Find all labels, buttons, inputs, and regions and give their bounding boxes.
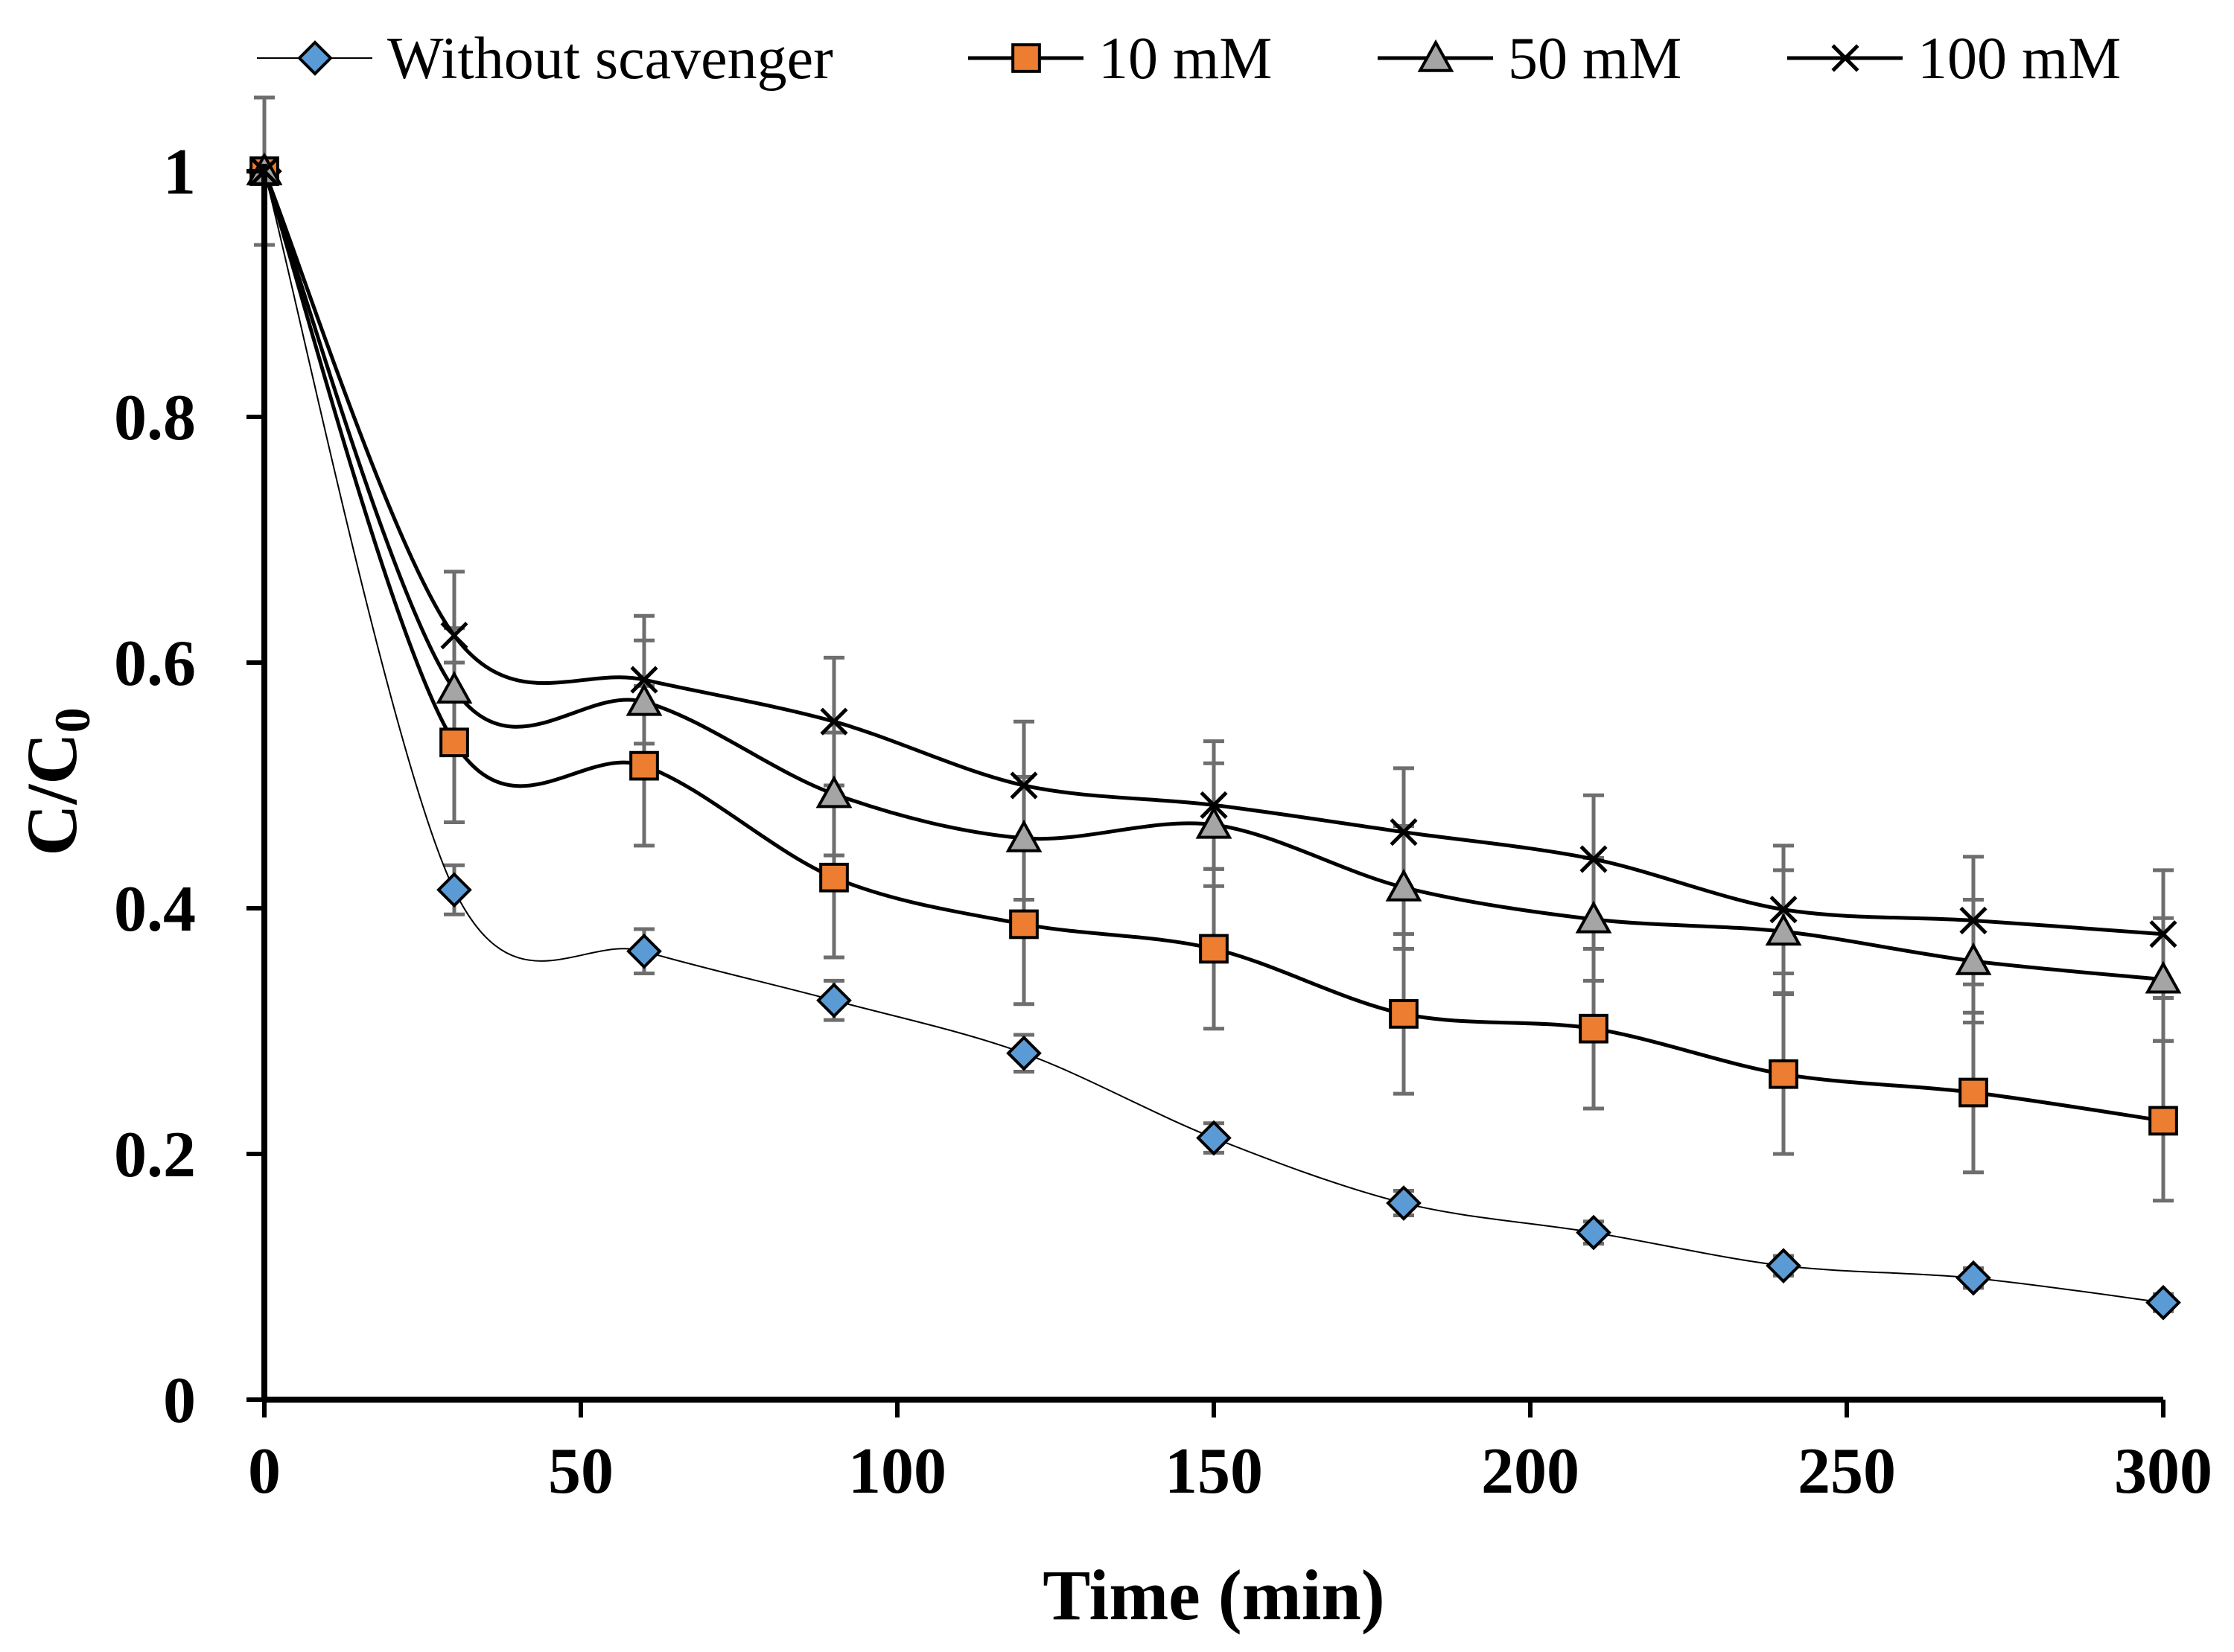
y-axis-title-subscript: 0 bbox=[44, 707, 101, 733]
legend-label: 50 mM bbox=[1508, 26, 1681, 92]
y-tick-label: 0.6 bbox=[114, 628, 196, 700]
x-tick-label: 0 bbox=[248, 1435, 281, 1508]
data-point bbox=[1196, 1120, 1232, 1156]
legend-entry: Without scavenger bbox=[257, 26, 833, 92]
x-tick-label: 200 bbox=[1481, 1435, 1579, 1508]
y-tick-label: 0 bbox=[163, 1365, 196, 1437]
y-tick-label: 0.2 bbox=[114, 1119, 196, 1191]
y-tick-label: 0.8 bbox=[114, 382, 196, 454]
data-point bbox=[436, 872, 472, 908]
legend-marker bbox=[1831, 44, 1859, 72]
data-point bbox=[629, 750, 659, 781]
x-axis-ticks: 0 50 100 150 200 250 300 bbox=[248, 1400, 2212, 1508]
data-point bbox=[1010, 771, 1038, 800]
data-point bbox=[2145, 960, 2182, 994]
marker-x-stroke bbox=[1390, 818, 1418, 846]
legend-label: Without scavenger bbox=[387, 26, 833, 92]
data-point bbox=[1006, 1035, 1042, 1071]
marker-x-stroke bbox=[630, 666, 658, 694]
data-point bbox=[440, 622, 468, 650]
data-point bbox=[819, 862, 849, 893]
data-point bbox=[820, 707, 848, 736]
legend-label: 100 mM bbox=[1918, 26, 2121, 92]
marker-x-stroke bbox=[1579, 845, 1608, 873]
data-point bbox=[1576, 1214, 1611, 1251]
data-point bbox=[816, 982, 852, 1018]
data-point bbox=[1765, 913, 1802, 946]
y-tick-label: 0.4 bbox=[114, 873, 196, 945]
marker-x-stroke bbox=[1769, 896, 1798, 924]
x-tick-label: 150 bbox=[1165, 1435, 1263, 1508]
data-point bbox=[626, 933, 662, 969]
data-point bbox=[1959, 906, 1988, 935]
series-line-100-mm bbox=[262, 170, 2164, 937]
data-point bbox=[1005, 819, 1043, 852]
data-point bbox=[1390, 818, 1418, 846]
marker-x-stroke bbox=[440, 622, 468, 650]
data-point bbox=[1199, 934, 1229, 964]
data-point bbox=[1955, 1260, 1991, 1296]
marker-x-stroke bbox=[1200, 791, 1228, 819]
data-point bbox=[436, 671, 473, 704]
marker-x-stroke bbox=[1831, 44, 1859, 72]
marker-x-stroke bbox=[1010, 771, 1038, 800]
x-tick-label: 250 bbox=[1798, 1435, 1896, 1508]
data-point bbox=[1195, 806, 1232, 839]
legend-entry: 10 mM bbox=[968, 26, 1272, 92]
data-point bbox=[1958, 1077, 1988, 1108]
data-point bbox=[1386, 1185, 1422, 1221]
data-point bbox=[2148, 1106, 2178, 1136]
data-point bbox=[1579, 1013, 1608, 1044]
series-line-10-mm bbox=[262, 170, 2164, 1123]
data-point bbox=[1769, 1059, 1798, 1089]
y-tick-label: 1 bbox=[163, 136, 196, 208]
data-point bbox=[2149, 920, 2177, 948]
data-point bbox=[1769, 896, 1798, 924]
legend-label: 10 mM bbox=[1098, 26, 1272, 92]
x-axis-title: Time (min) bbox=[1043, 1555, 1385, 1635]
legend: Without scavenger 10 mM 50 mM 100 mM bbox=[257, 26, 2121, 92]
legend-marker bbox=[1011, 43, 1041, 73]
legend-entry: 100 mM bbox=[1787, 26, 2121, 92]
data-point bbox=[1579, 845, 1608, 873]
data-point bbox=[1575, 900, 1612, 934]
x-tick-label: 300 bbox=[2114, 1435, 2212, 1508]
x-tick-label: 100 bbox=[848, 1435, 946, 1508]
marker-x-stroke bbox=[1959, 906, 1988, 935]
y-axis-title-main: C/C bbox=[12, 733, 92, 855]
legend-marker bbox=[297, 40, 333, 76]
data-point bbox=[2145, 1284, 2181, 1321]
legend-marker bbox=[1417, 39, 1454, 72]
data-point bbox=[1955, 942, 1992, 975]
series-line-50-mm bbox=[262, 170, 2164, 982]
legend-entry: 50 mM bbox=[1378, 26, 1681, 92]
data-point bbox=[1009, 909, 1039, 940]
data-markers bbox=[246, 152, 2182, 1321]
data-point bbox=[439, 727, 469, 758]
y-axis-title: C/C0 bbox=[12, 707, 101, 855]
marker-x-stroke bbox=[820, 707, 848, 736]
data-point bbox=[626, 683, 663, 716]
data-point bbox=[1766, 1248, 1801, 1283]
marker-x-stroke bbox=[2149, 920, 2177, 948]
x-tick-label: 50 bbox=[548, 1435, 614, 1508]
data-point bbox=[1200, 791, 1228, 819]
data-point bbox=[1389, 999, 1419, 1029]
data-point bbox=[630, 666, 658, 694]
data-point bbox=[815, 775, 853, 809]
data-point bbox=[1385, 868, 1422, 902]
y-axis-ticks: 0 0.2 0.4 0.6 0.8 1 bbox=[114, 136, 264, 1437]
